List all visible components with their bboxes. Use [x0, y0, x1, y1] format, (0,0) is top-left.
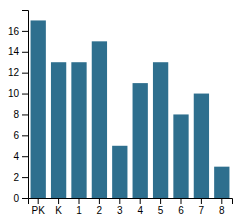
x-tick-mark: [58, 198, 59, 204]
bar: [153, 62, 168, 198]
y-tick-mark: [22, 198, 28, 199]
x-axis: PK K 1 2 3 4 5 6 7 8: [29, 198, 233, 216]
y-tick-label: 8: [13, 109, 19, 120]
bar: [31, 20, 46, 198]
y-axis-line: [22, 11, 29, 199]
bar: [214, 167, 229, 198]
bars: [31, 20, 230, 198]
x-tick-mark: [38, 198, 39, 204]
x-tick-label: 3: [117, 205, 123, 216]
y-tick: 10: [8, 88, 28, 99]
y-tick-label: 0: [13, 193, 19, 204]
bar: [92, 41, 107, 198]
x-tick-mark: [99, 198, 100, 204]
y-tick: 14: [8, 46, 28, 57]
y-tick-label: 2: [13, 172, 19, 183]
bar: [133, 83, 148, 198]
y-tick: 2: [13, 172, 28, 183]
y-tick: 12: [8, 67, 28, 78]
x-tick: 2: [97, 198, 103, 216]
x-tick-label: K: [55, 205, 62, 216]
x-tick: 1: [76, 198, 82, 216]
y-tick: 0: [13, 193, 28, 204]
bar: [112, 146, 127, 198]
bar: [51, 62, 66, 198]
x-tick-label: 8: [219, 205, 225, 216]
x-tick: 6: [178, 198, 184, 216]
x-tick-label: PK: [32, 205, 46, 216]
y-tick-mark: [22, 177, 28, 178]
y-axis: 0 2 4 6 8 10 12 14 16: [8, 11, 29, 204]
x-tick-label: 6: [178, 205, 184, 216]
y-tick: 4: [13, 151, 28, 162]
y-tick-label: 4: [13, 151, 19, 162]
x-tick-label: 1: [76, 205, 82, 216]
x-tick-mark: [119, 198, 120, 204]
x-axis-line: [29, 199, 233, 205]
x-tick-mark: [140, 198, 141, 204]
x-tick-mark: [221, 198, 222, 204]
x-tick: 3: [117, 198, 123, 216]
x-tick-mark: [160, 198, 161, 204]
y-tick-mark: [22, 156, 28, 157]
y-tick: 6: [13, 130, 28, 141]
y-tick-mark: [22, 73, 28, 74]
y-tick-label: 14: [8, 46, 20, 57]
chart: PKK123456780246810121416: [0, 0, 240, 220]
x-tick: 4: [137, 198, 143, 216]
bar: [194, 94, 209, 198]
y-tick-mark: [22, 31, 28, 32]
y-tick-label: 6: [13, 130, 19, 141]
x-tick-label: 7: [199, 205, 205, 216]
y-tick: 16: [8, 26, 28, 37]
x-tick: 8: [219, 198, 225, 216]
y-tick-mark: [22, 114, 28, 115]
x-tick: PK: [32, 198, 46, 216]
x-tick-label: 4: [137, 205, 143, 216]
bar: [71, 62, 86, 198]
y-tick-mark: [22, 52, 28, 53]
y-tick-mark: [22, 94, 28, 95]
y-tick-mark: [22, 135, 28, 136]
y-tick-label: 10: [8, 88, 20, 99]
y-tick-label: 12: [8, 67, 20, 78]
x-tick-label: 5: [158, 205, 164, 216]
x-tick-mark: [181, 198, 182, 204]
x-tick: 7: [199, 198, 205, 216]
plot: PKK123456780246810121416: [8, 11, 233, 217]
y-tick-label: 16: [8, 26, 20, 37]
x-tick-mark: [201, 198, 202, 204]
x-tick-label: 2: [97, 205, 103, 216]
y-tick: 8: [13, 109, 28, 120]
bar: [173, 114, 188, 198]
x-tick: K: [55, 198, 62, 216]
x-tick-mark: [79, 198, 80, 204]
x-tick: 5: [158, 198, 164, 216]
